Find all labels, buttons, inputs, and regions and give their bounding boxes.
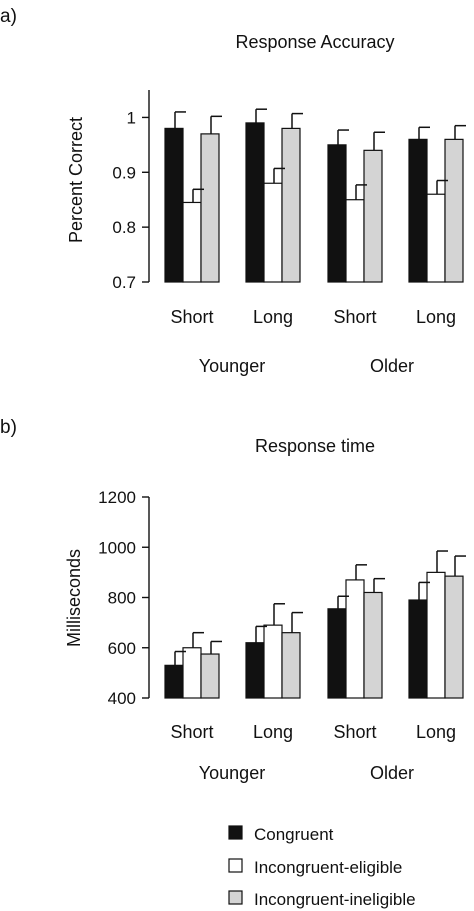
panel-b-group-label: Older — [370, 763, 414, 783]
panel-a-category-label: Long — [253, 307, 293, 327]
panel-a-title: Response Accuracy — [235, 32, 394, 52]
panel-a-bar-congruent — [408, 138, 428, 283]
panel-a-tick-labels: 0.7 0.8 0.9 1 — [112, 108, 136, 292]
panel-a-category-label: Long — [416, 307, 456, 327]
panel-b-error-bars — [174, 550, 466, 666]
panel-a-y-axis-label: Percent Correct — [66, 117, 86, 243]
panel-b-y-tick-label: 1000 — [98, 538, 136, 557]
legend-label-incongruent-ineligible: Incongruent-ineligible — [254, 890, 416, 909]
panel-b-tick-labels: 400 600 800 1000 1200 — [98, 488, 136, 708]
legend-label-incongruent-eligible: Incongruent-eligible — [254, 858, 402, 877]
panel-b-title: Response time — [255, 436, 375, 456]
panel-a-group-label: Older — [370, 356, 414, 376]
panel-a-bars — [164, 122, 464, 283]
panel-a-category-label: Short — [170, 307, 213, 327]
panel-b-label: b) — [0, 417, 17, 438]
panel-a-bar-incongruent-ineligible — [444, 138, 464, 283]
panel-b-bar-congruent — [408, 599, 428, 699]
panel-b-bar-incongruent-eligible — [345, 579, 365, 699]
panel-a-bar-incongruent-eligible — [426, 193, 446, 283]
panel-a-response-accuracy: a) Response Accuracy Percent Correct 0.7… — [0, 6, 466, 376]
panel-a-bar-incongruent-eligible — [345, 199, 365, 283]
panel-b-y-tick-label: 1200 — [98, 488, 136, 507]
panel-a-y-tick-label: 0.8 — [112, 218, 136, 237]
panel-a-bar-incongruent-eligible — [182, 201, 202, 283]
panel-b-bar-incongruent-eligible — [182, 647, 202, 699]
panel-a-bar-congruent — [327, 144, 347, 283]
panel-a-error-bars — [174, 108, 466, 203]
panel-b-group-labels: Younger Older — [199, 763, 414, 783]
panel-b-category-label: Short — [333, 722, 376, 742]
panel-b-bars — [164, 571, 464, 699]
panel-b-group-label: Younger — [199, 763, 265, 783]
legend-swatch-congruent — [228, 825, 243, 840]
panel-a-y-tick-label: 0.9 — [112, 163, 136, 182]
panel-b-bar-congruent — [164, 664, 184, 699]
panel-b-category-labels: Short Long Short Long — [170, 722, 456, 742]
legend-label-congruent: Congruent — [254, 825, 334, 844]
panel-b-bar-incongruent-ineligible — [363, 591, 383, 699]
panel-a-group-labels: Younger Older — [199, 356, 414, 376]
legend-swatch-incongruent-ineligible — [228, 890, 243, 905]
panel-a-bar-incongruent-ineligible — [281, 127, 301, 283]
panel-a-bar-congruent — [245, 122, 265, 283]
panel-a-axes — [142, 90, 150, 283]
panel-a-bar-incongruent-ineligible — [200, 133, 220, 283]
legend: Congruent Incongruent-eligible Incongrue… — [228, 825, 416, 909]
panel-b-category-label: Long — [253, 722, 293, 742]
panel-b-bar-incongruent-ineligible — [200, 653, 220, 699]
panel-b-category-label: Long — [416, 722, 456, 742]
panel-b-y-tick-label: 400 — [108, 689, 136, 708]
panel-a-group-label: Younger — [199, 356, 265, 376]
panel-a-bar-congruent — [164, 127, 184, 283]
panel-a-y-tick-label: 1 — [127, 108, 136, 127]
panel-a-label: a) — [0, 6, 17, 27]
legend-swatch-incongruent-eligible — [228, 858, 243, 873]
panel-a-category-labels: Short Long Short Long — [170, 307, 456, 327]
panel-b-bar-incongruent-ineligible — [281, 632, 301, 699]
panel-a-category-label: Short — [333, 307, 376, 327]
panel-b-bar-congruent — [327, 608, 347, 699]
panel-b-y-tick-label: 800 — [108, 589, 136, 608]
panel-a-bar-incongruent-ineligible — [363, 149, 383, 283]
panel-b-bar-incongruent-eligible — [426, 571, 446, 699]
panel-b-bar-incongruent-eligible — [263, 624, 283, 699]
panel-a-y-tick-label: 0.7 — [112, 273, 136, 292]
panel-a-bar-incongruent-eligible — [263, 182, 283, 283]
panel-b-y-axis-label: Milliseconds — [64, 549, 84, 647]
panel-b-y-tick-label: 600 — [108, 639, 136, 658]
panel-b-bar-incongruent-ineligible — [444, 575, 464, 699]
panel-b-bar-congruent — [245, 642, 265, 699]
panel-b-category-label: Short — [170, 722, 213, 742]
panel-b-axes — [142, 496, 150, 699]
panel-b-response-time: b) Response time Milliseconds 400 600 800 1… — [0, 417, 466, 783]
